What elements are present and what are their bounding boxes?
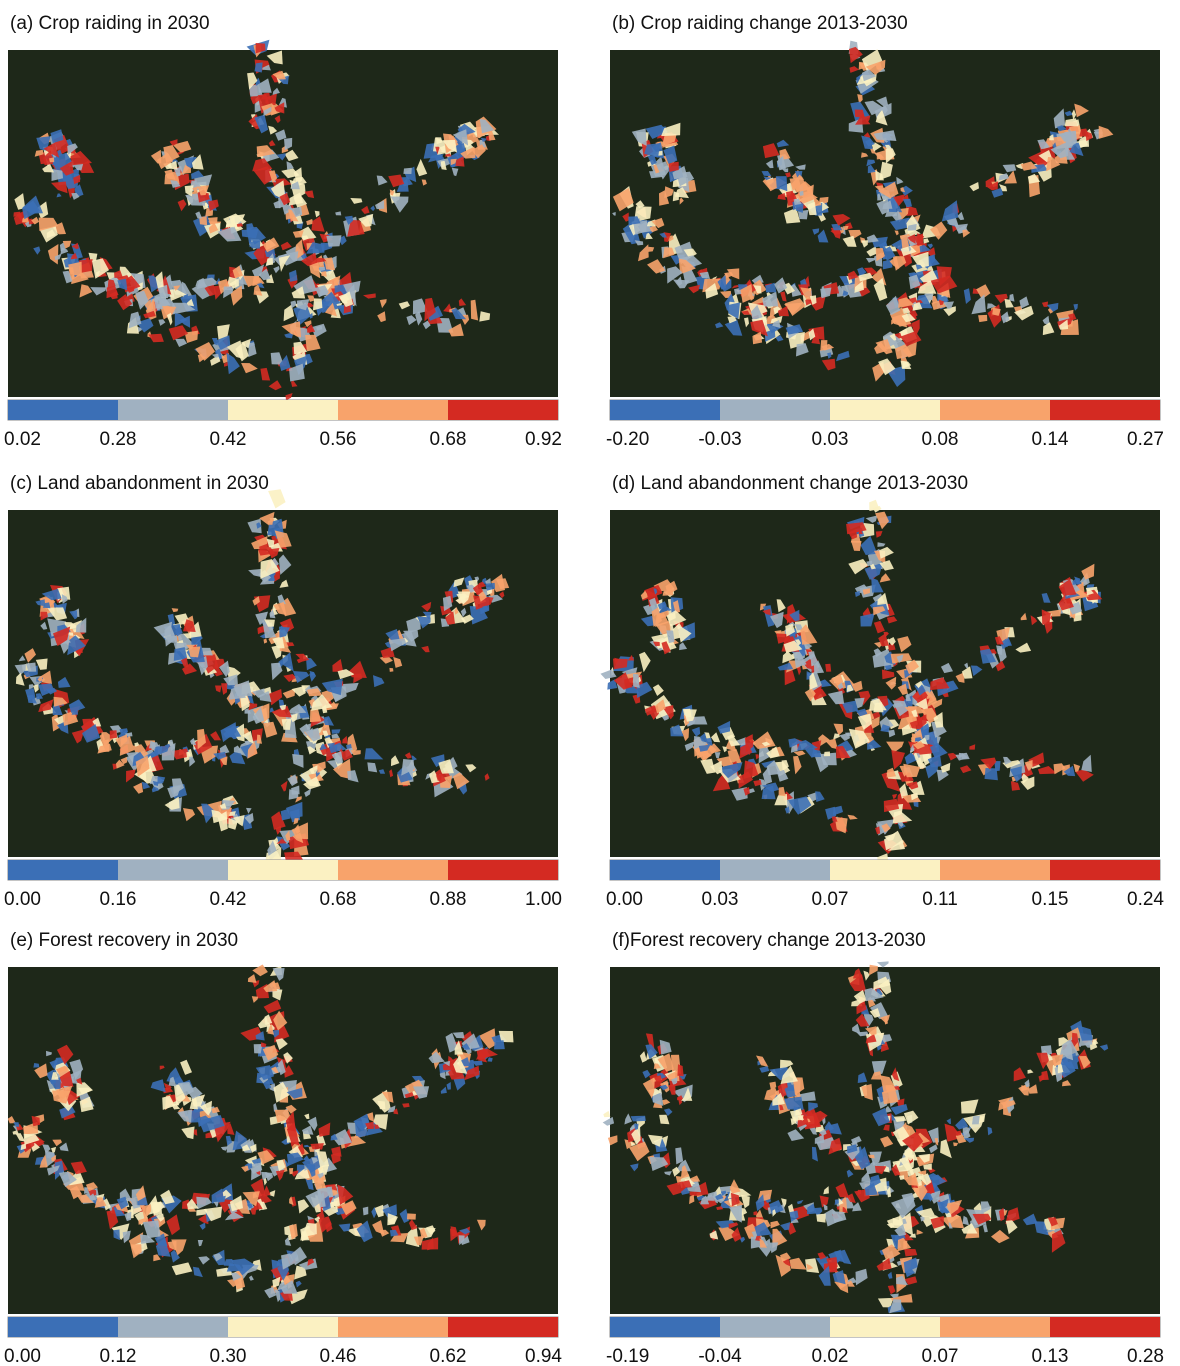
colorbar-segment bbox=[830, 400, 940, 420]
field-patch bbox=[825, 664, 831, 672]
colorbar-segment bbox=[1050, 1317, 1160, 1337]
colorbar-label: 0.28 bbox=[100, 429, 137, 450]
colorbar-label: 0.62 bbox=[430, 1346, 467, 1366]
colorbar-label: 0.68 bbox=[430, 429, 467, 450]
colorbar-segment bbox=[338, 400, 448, 420]
colorbar-label: -0.19 bbox=[606, 1346, 649, 1366]
colorbar-segment bbox=[720, 860, 830, 880]
colorbar-segment bbox=[940, 1317, 1050, 1337]
colorbar-label: 0.24 bbox=[1127, 889, 1164, 910]
colorbar-label: 0.94 bbox=[525, 1346, 562, 1366]
colorbar-label: -0.04 bbox=[698, 1346, 742, 1366]
field-patch bbox=[110, 730, 117, 738]
colorbar-label: 0.02 bbox=[4, 429, 41, 450]
colorbar-label: 0.68 bbox=[320, 889, 357, 910]
field-patch bbox=[494, 1040, 505, 1049]
figure-canvas: (a) Crop raiding in 2030 0.02 0.28 0.42 0.56… bbox=[0, 0, 1180, 1366]
field-patch bbox=[603, 1111, 610, 1117]
colorbar-label: 0.56 bbox=[320, 429, 357, 450]
panel-title: (c) Land abandonment in 2030 bbox=[10, 473, 269, 494]
colorbar-segment bbox=[448, 860, 558, 880]
colorbar-label: 0.14 bbox=[1032, 429, 1069, 450]
panel-title: (a) Crop raiding in 2030 bbox=[10, 13, 210, 34]
colorbar-label: 0.08 bbox=[922, 429, 959, 450]
colorbar-segment bbox=[720, 400, 830, 420]
colorbar-label: 0.00 bbox=[4, 889, 41, 910]
colorbar-segment bbox=[448, 1317, 558, 1337]
colorbar-segment bbox=[610, 400, 720, 420]
colorbar-label: 0.00 bbox=[606, 889, 643, 910]
colorbar-segment bbox=[940, 860, 1050, 880]
colorbar-label: 0.13 bbox=[1032, 1346, 1069, 1366]
colorbar-segment bbox=[720, 1317, 830, 1337]
field-patch bbox=[167, 636, 178, 644]
colorbar-segment bbox=[830, 860, 940, 880]
field-patch bbox=[877, 961, 889, 967]
colorbar-label: 0.92 bbox=[525, 429, 562, 450]
colorbar-label: 0.46 bbox=[320, 1346, 357, 1366]
colorbar-segment bbox=[338, 860, 448, 880]
colorbar-label: -0.20 bbox=[606, 429, 649, 450]
colorbar-segment bbox=[1050, 860, 1160, 880]
colorbar-label: -0.03 bbox=[698, 429, 741, 450]
panel-title: (b) Crop raiding change 2013-2030 bbox=[612, 13, 908, 34]
colorbar-segment bbox=[610, 1317, 720, 1337]
colorbar-label: 0.03 bbox=[812, 429, 849, 450]
colorbar-segment bbox=[228, 1317, 338, 1337]
field-patch bbox=[403, 168, 411, 174]
colorbar-segment bbox=[1050, 400, 1160, 420]
colorbar-label: 0.03 bbox=[702, 889, 739, 910]
colorbar-segment bbox=[338, 1317, 448, 1337]
colorbar-segment bbox=[118, 1317, 228, 1337]
colorbar-label: 0.16 bbox=[100, 889, 137, 910]
field-patch bbox=[407, 1213, 416, 1219]
colorbar-label: 0.42 bbox=[210, 889, 247, 910]
colorbar-segment bbox=[228, 400, 338, 420]
field-patch bbox=[268, 489, 286, 508]
field-patch bbox=[363, 1207, 369, 1216]
colorbar-label: 0.12 bbox=[100, 1346, 137, 1366]
colorbar-segment bbox=[8, 400, 118, 420]
colorbar-label: 0.02 bbox=[812, 1346, 849, 1366]
colorbar-segment bbox=[830, 1317, 940, 1337]
colorbar-segment bbox=[8, 1317, 118, 1337]
field-patch bbox=[816, 1214, 826, 1223]
field-patch bbox=[310, 1143, 324, 1150]
colorbar-segment bbox=[228, 860, 338, 880]
field-patch bbox=[33, 1063, 39, 1068]
colorbar-label: 0.07 bbox=[922, 1346, 959, 1366]
field-patch bbox=[326, 235, 341, 246]
colorbar-segment bbox=[118, 400, 228, 420]
field-patch bbox=[824, 752, 830, 757]
colorbar-segment bbox=[118, 860, 228, 880]
colorbar-label: 0.88 bbox=[430, 889, 467, 910]
field-patch bbox=[389, 668, 393, 672]
panel-title: (e) Forest recovery in 2030 bbox=[10, 930, 238, 951]
field-patch bbox=[289, 1168, 293, 1174]
panel-title: (f)Forest recovery change 2013-2030 bbox=[612, 930, 926, 951]
field-patch bbox=[978, 315, 987, 322]
colorbar-segment bbox=[940, 400, 1050, 420]
panel-title: (d) Land abandonment change 2013-2030 bbox=[612, 473, 968, 494]
colorbar-label: 0.07 bbox=[812, 889, 849, 910]
colorbar-label: 0.30 bbox=[210, 1346, 247, 1366]
field-patch bbox=[631, 1116, 646, 1122]
colorbar-label: 0.42 bbox=[210, 429, 247, 450]
colorbar-segment bbox=[448, 400, 558, 420]
colorbar-label: 0.00 bbox=[4, 1346, 41, 1366]
colorbar-label: 0.28 bbox=[1127, 1346, 1164, 1366]
colorbar-segment bbox=[8, 860, 118, 880]
colorbar-label: 0.15 bbox=[1032, 889, 1069, 910]
field-patch bbox=[13, 212, 20, 217]
colorbar-label: 0.11 bbox=[922, 889, 958, 910]
colorbar-label: 0.27 bbox=[1127, 429, 1164, 450]
field-patch bbox=[904, 1249, 917, 1257]
colorbar-segment bbox=[610, 860, 720, 880]
field-patch bbox=[972, 1116, 980, 1125]
figure: (a) Crop raiding in 2030 0.02 0.28 0.42 0.56… bbox=[0, 0, 1180, 1366]
colorbar-label: 1.00 bbox=[525, 889, 562, 910]
